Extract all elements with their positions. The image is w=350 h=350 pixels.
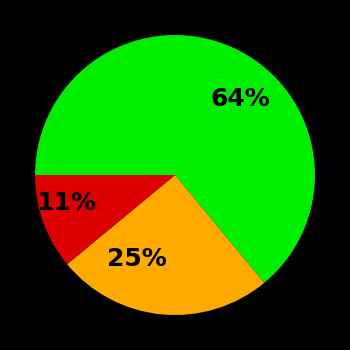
Text: 25%: 25%: [107, 247, 167, 271]
Wedge shape: [35, 35, 315, 283]
Wedge shape: [35, 175, 175, 264]
Text: 64%: 64%: [211, 87, 271, 111]
Text: 11%: 11%: [36, 191, 96, 216]
Wedge shape: [67, 175, 264, 315]
